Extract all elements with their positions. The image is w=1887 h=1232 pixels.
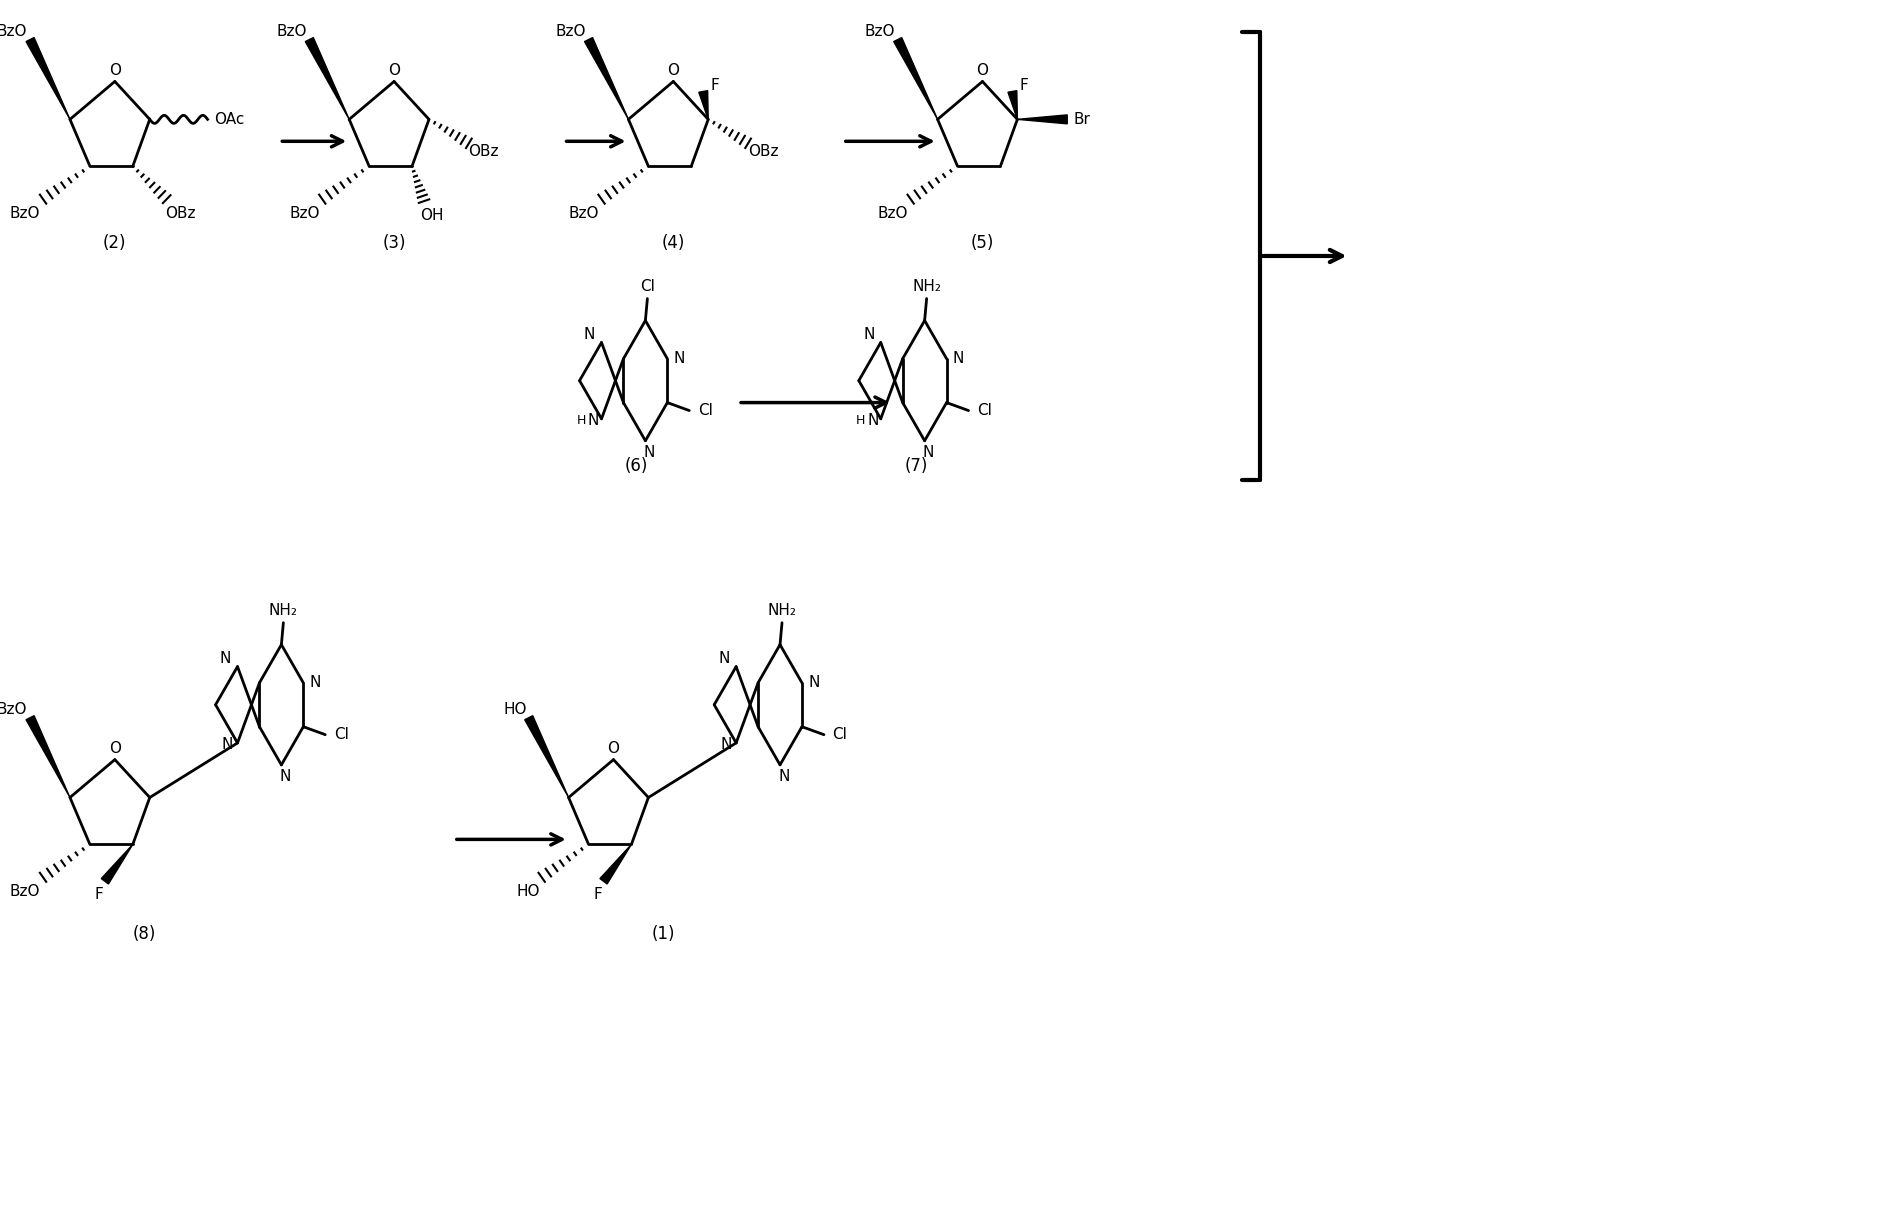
Text: BzO: BzO: [877, 206, 908, 221]
Text: BzO: BzO: [864, 25, 894, 39]
Polygon shape: [26, 37, 70, 120]
Text: N: N: [674, 351, 685, 366]
Text: (4): (4): [662, 234, 685, 253]
Text: F: F: [1021, 78, 1028, 92]
Text: O: O: [668, 63, 679, 78]
Text: N: N: [279, 769, 291, 785]
Text: O: O: [109, 63, 121, 78]
Text: O: O: [109, 742, 121, 756]
Polygon shape: [600, 844, 632, 885]
Text: Cl: Cl: [832, 727, 847, 742]
Polygon shape: [894, 37, 938, 120]
Text: (1): (1): [651, 925, 676, 944]
Text: N: N: [868, 413, 879, 429]
Text: (7): (7): [904, 457, 928, 476]
Text: F: F: [593, 887, 602, 902]
Text: F: F: [94, 887, 104, 902]
Text: BzO: BzO: [9, 883, 40, 899]
Polygon shape: [585, 37, 628, 120]
Text: F: F: [711, 78, 719, 92]
Polygon shape: [1008, 91, 1017, 120]
Text: H: H: [857, 414, 866, 428]
Text: BzO: BzO: [568, 206, 598, 221]
Text: Cl: Cl: [698, 403, 713, 418]
Text: H: H: [577, 414, 587, 428]
Text: Cl: Cl: [977, 403, 993, 418]
Text: N: N: [862, 326, 874, 342]
Text: N: N: [721, 738, 732, 753]
Text: N: N: [589, 413, 600, 429]
Polygon shape: [306, 37, 349, 120]
Text: NH₂: NH₂: [268, 604, 298, 618]
Polygon shape: [1017, 115, 1068, 124]
Text: N: N: [223, 738, 234, 753]
Text: N: N: [777, 769, 789, 785]
Text: OBz: OBz: [166, 206, 196, 221]
Text: NH₂: NH₂: [768, 604, 796, 618]
Text: N: N: [719, 650, 730, 667]
Text: BzO: BzO: [0, 702, 28, 717]
Text: (6): (6): [625, 457, 649, 476]
Text: N: N: [309, 675, 321, 690]
Text: Cl: Cl: [640, 280, 655, 294]
Text: OH: OH: [421, 208, 443, 223]
Text: N: N: [953, 351, 964, 366]
Text: (8): (8): [134, 925, 157, 944]
Text: BzO: BzO: [0, 25, 28, 39]
Text: O: O: [389, 63, 400, 78]
Text: NH₂: NH₂: [911, 280, 942, 294]
Polygon shape: [698, 91, 708, 120]
Text: N: N: [808, 675, 819, 690]
Text: (2): (2): [104, 234, 126, 253]
Text: (3): (3): [383, 234, 406, 253]
Text: N: N: [643, 445, 655, 461]
Polygon shape: [26, 716, 70, 797]
Text: OBz: OBz: [747, 144, 777, 159]
Polygon shape: [525, 716, 568, 797]
Text: (5): (5): [970, 234, 994, 253]
Text: N: N: [583, 326, 594, 342]
Text: O: O: [976, 63, 989, 78]
Text: HO: HO: [517, 883, 540, 899]
Text: BzO: BzO: [9, 206, 40, 221]
Text: BzO: BzO: [289, 206, 319, 221]
Polygon shape: [102, 844, 132, 885]
Text: OAc: OAc: [215, 112, 245, 127]
Text: BzO: BzO: [276, 25, 306, 39]
Text: N: N: [923, 445, 934, 461]
Text: Br: Br: [1074, 112, 1091, 127]
Text: N: N: [221, 650, 232, 667]
Text: Cl: Cl: [334, 727, 349, 742]
Text: BzO: BzO: [555, 25, 585, 39]
Text: HO: HO: [504, 702, 528, 717]
Text: O: O: [608, 742, 619, 756]
Text: OBz: OBz: [468, 144, 498, 159]
